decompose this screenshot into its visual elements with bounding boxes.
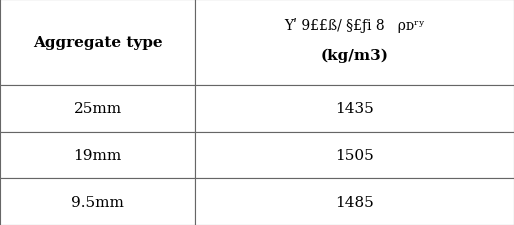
Text: 1505: 1505 (335, 148, 374, 162)
Text: Yʹ 9££ß/ §£ƒi 8   ρᴅʳʸ: Yʹ 9££ß/ §£ƒi 8 ρᴅʳʸ (284, 18, 425, 33)
Text: (kg/m3): (kg/m3) (321, 48, 389, 62)
Bar (195, 132, 514, 178)
Bar (195, 86, 514, 132)
Text: Aggregate type: Aggregate type (33, 36, 162, 50)
Text: 1435: 1435 (335, 102, 374, 116)
Bar (0, 0, 195, 86)
Text: 1485: 1485 (335, 195, 374, 209)
Text: 9.5mm: 9.5mm (71, 195, 124, 209)
Bar (195, 178, 514, 225)
Bar (195, 0, 514, 86)
Bar (0, 132, 195, 178)
Text: 19mm: 19mm (74, 148, 122, 162)
Bar (0, 86, 195, 132)
Bar (0, 178, 195, 225)
Text: 25mm: 25mm (74, 102, 122, 116)
